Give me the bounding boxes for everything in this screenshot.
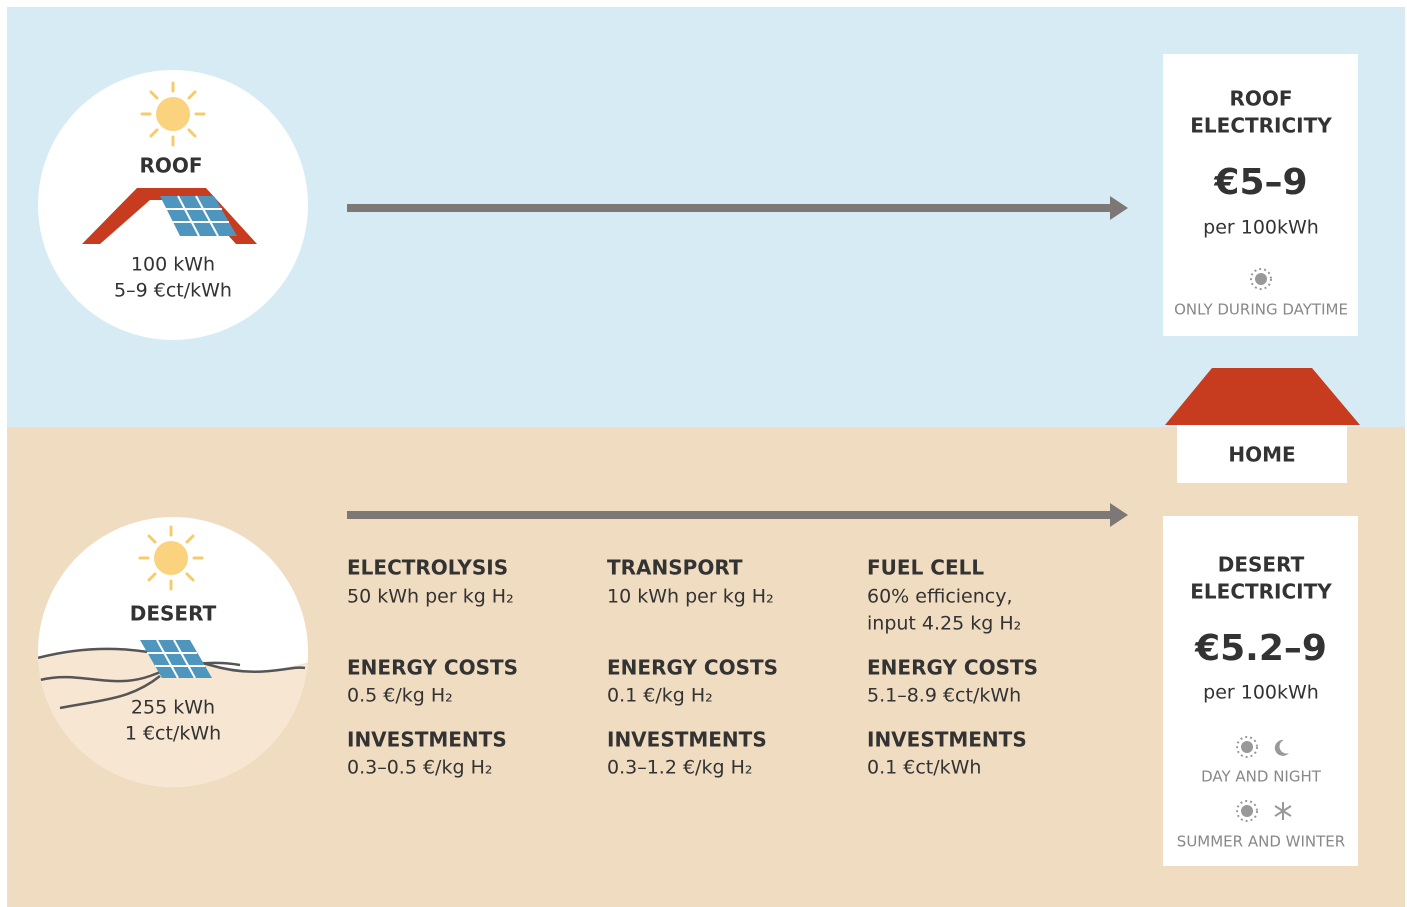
energy-costs: 0.5 €/kg H₂: [347, 685, 453, 707]
step-title: ELECTROLYSIS: [347, 556, 508, 580]
energy-costs-label: ENERGY COSTS: [867, 656, 1038, 680]
energy-costs-label: ENERGY COSTS: [607, 656, 778, 680]
sun-icon: [1250, 268, 1272, 290]
roof-circle: [38, 70, 308, 340]
card-note: DAY AND NIGHT: [1201, 768, 1322, 786]
step-title: TRANSPORT: [607, 556, 743, 580]
card-title: ELECTRICITY: [1190, 580, 1332, 604]
desert-circle: [38, 517, 308, 787]
desert-card: [1163, 516, 1358, 866]
step-title: FUEL CELL: [867, 556, 984, 580]
investments-label: INVESTMENTS: [867, 728, 1027, 752]
roof-price: 5–9 €ct/kWh: [114, 280, 232, 302]
desert-label: DESERT: [130, 602, 217, 626]
card-title: DESERT: [1218, 553, 1305, 577]
card-price: €5.2–9: [1194, 628, 1327, 669]
card-unit: per 100kWh: [1203, 682, 1319, 704]
card-note: SUMMER AND WINTER: [1177, 833, 1345, 851]
energy-costs: 0.1 €/kg H₂: [607, 685, 713, 707]
card-price: €5–9: [1213, 162, 1307, 203]
card-title: ELECTRICITY: [1190, 114, 1332, 138]
card-title: ROOF: [1229, 87, 1292, 111]
roof-amount: 100 kWh: [131, 254, 215, 276]
step-detail: 50 kWh per kg H₂: [347, 586, 514, 608]
investments: 0.1 €ct/kWh: [867, 757, 981, 779]
desert-amount: 255 kWh: [131, 697, 215, 719]
energy-costs: 5.1–8.9 €ct/kWh: [867, 685, 1021, 707]
investments-label: INVESTMENTS: [347, 728, 507, 752]
investments: 0.3–1.2 €/kg H₂: [607, 757, 752, 779]
roof-label: ROOF: [139, 154, 202, 178]
desert-price: 1 €ct/kWh: [125, 723, 221, 745]
card-note: ONLY DURING DAYTIME: [1174, 301, 1348, 319]
steps: ELECTROLYSIS 50 kWh per kg H₂ ENERGY COSTS…: [347, 556, 1038, 779]
investments-label: INVESTMENTS: [607, 728, 767, 752]
arrow: [347, 196, 1128, 527]
card-unit: per 100kWh: [1203, 217, 1319, 239]
home: [1165, 368, 1360, 483]
investments: 0.3–0.5 €/kg H₂: [347, 757, 492, 779]
step-detail: 10 kWh per kg H₂: [607, 586, 774, 608]
summer-winter-icons: [1236, 800, 1292, 822]
day-night-icons: [1236, 736, 1289, 758]
step-detail: input 4.25 kg H₂: [867, 613, 1021, 635]
step-detail: 60% efficiency,: [867, 586, 1013, 608]
home-label: HOME: [1228, 443, 1295, 467]
energy-costs-label: ENERGY COSTS: [347, 656, 518, 680]
